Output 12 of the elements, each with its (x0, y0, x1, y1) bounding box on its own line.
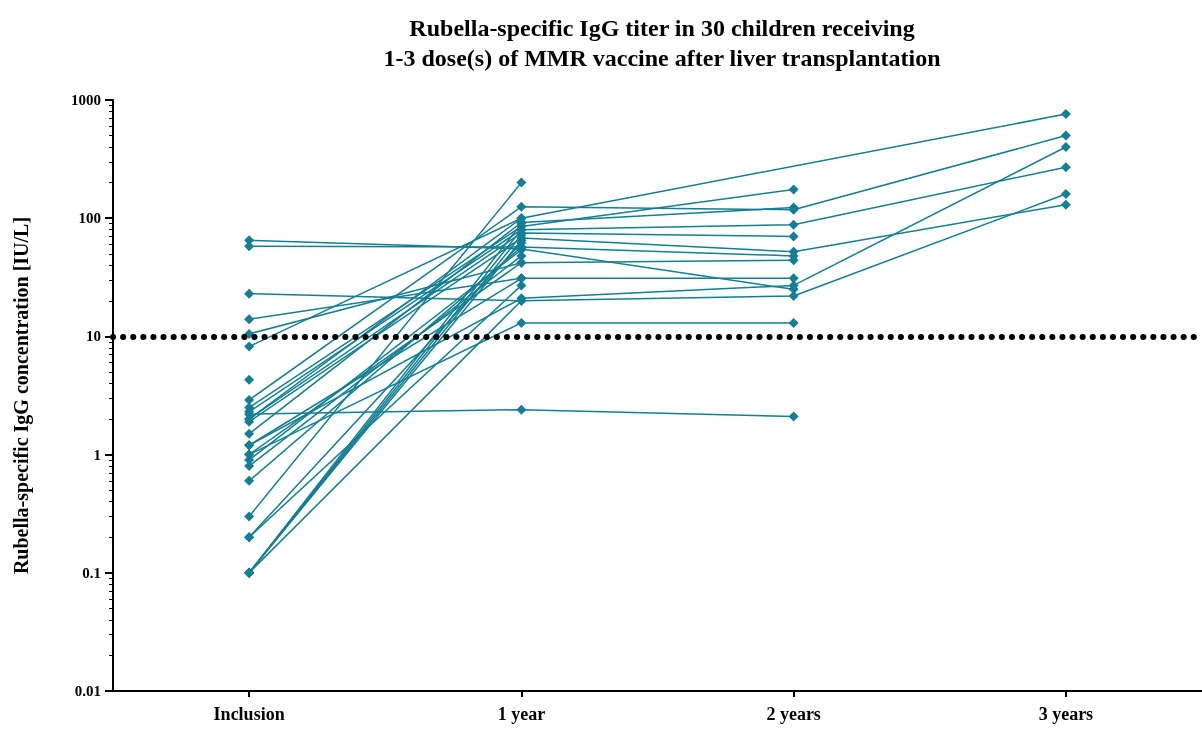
x-tick-label: 3 years (1038, 704, 1094, 724)
chart-title: Rubella-specific IgG titer in 30 children receiving 1-3 dose(s) of MMR vaccine after liver transplantation (383, 15, 941, 71)
y-tick-label: 0.1 (82, 564, 101, 581)
y-tick-label: 10 (86, 328, 101, 345)
x-tick-label: 2 years (766, 704, 821, 724)
y-tick-label: 100 (78, 210, 101, 227)
y-tick-label: 0.01 (74, 683, 101, 699)
x-tick-label: 1 year (497, 704, 546, 724)
y-tick-label: 1000 (71, 92, 101, 108)
y-axis-title: Rubella-specific IgG concentration [IU/L] (10, 216, 33, 575)
y-tick-label: 1 (93, 446, 101, 463)
x-tick-label: Inclusion (213, 704, 285, 724)
